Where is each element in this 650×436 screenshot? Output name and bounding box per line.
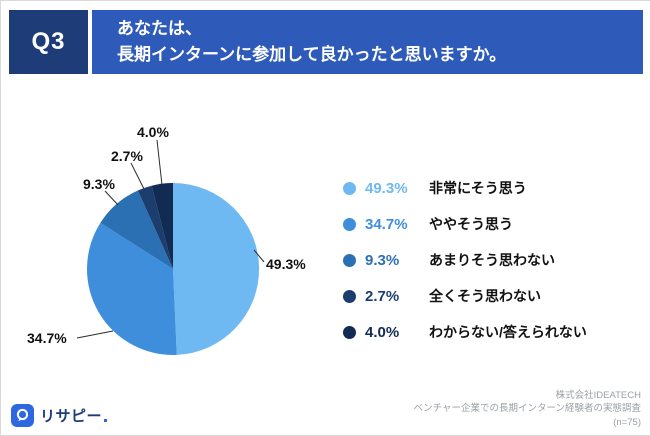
legend-item: 34.7% ややそう思う xyxy=(343,206,587,242)
slice-label-1: 49.3% xyxy=(266,256,306,272)
footer-company: 株式会社IDEATECH xyxy=(555,389,641,401)
brand-logo: リサピー xyxy=(11,404,108,427)
leader-line xyxy=(253,249,265,263)
logo-speech-bubble-icon xyxy=(11,404,34,427)
leader-line xyxy=(76,330,114,339)
leader-line xyxy=(104,190,119,206)
legend-dot-icon xyxy=(343,253,356,267)
legend-dot-icon xyxy=(343,217,356,231)
legend-label: ややそう思う xyxy=(429,216,513,232)
pie-slice xyxy=(100,190,173,269)
legend: 49.3% 非常にそう思う 34.7% ややそう思う 9.3% あまりそう思わな… xyxy=(343,170,587,350)
footer-sample-size: (n=75) xyxy=(613,416,641,428)
legend-dot-icon xyxy=(343,325,356,339)
footer-survey: ベンチャー企業での長期インターン経験者の実態調査 xyxy=(413,403,641,414)
legend-item: 2.7% 全くそう思わない xyxy=(343,278,587,314)
speech-bubble-glyph xyxy=(16,408,29,422)
pie-slice xyxy=(87,222,177,356)
legend-label: 全くそう思わない xyxy=(429,288,541,304)
legend-percentage: 4.0% xyxy=(365,323,400,341)
legend-item: 49.3% 非常にそう思う xyxy=(343,170,587,206)
pie-slice xyxy=(151,183,173,269)
slice-label-5: 4.0% xyxy=(137,124,169,140)
slice-label-3: 9.3% xyxy=(83,176,115,192)
logo-text: リサピー xyxy=(40,408,103,425)
leader-line xyxy=(156,139,163,186)
legend-label: わからない/答えられない xyxy=(429,324,587,340)
leader-line xyxy=(130,162,145,190)
pie-slices xyxy=(87,182,260,356)
question-header: あなたは、 長期インターンに参加して良かったと思いますか。 xyxy=(92,10,643,74)
footer-attribution: 株式会社IDEATECH ベンチャー企業での長期インターン経験者の実態調査 (n… xyxy=(414,389,641,430)
legend-percentage: 9.3% xyxy=(365,251,400,269)
leader-lines xyxy=(76,139,265,339)
legend-item: 4.0% わからない/答えられない xyxy=(343,314,587,350)
pie-slice xyxy=(173,182,260,355)
legend-percentage: 34.7% xyxy=(365,215,408,233)
slice-label-4: 2.7% xyxy=(111,148,143,164)
slice-label-2: 34.7% xyxy=(27,330,67,346)
question-title-line1: あなたは、 xyxy=(117,19,202,38)
question-number-box: Q3 xyxy=(9,10,88,74)
legend-percentage: 2.7% xyxy=(365,287,400,305)
logo-period-dot xyxy=(104,419,108,422)
legend-label: 非常にそう思う xyxy=(429,180,527,196)
legend-percentage: 49.3% xyxy=(365,179,408,197)
legend-dot-icon xyxy=(343,289,356,303)
legend-dot-icon xyxy=(343,181,356,195)
pie-slice xyxy=(137,185,173,269)
question-title-line2: 長期インターンに参加して良かったと思いますか。 xyxy=(117,45,507,64)
legend-label: あまりそう思わない xyxy=(429,252,555,268)
legend-item: 9.3% あまりそう思わない xyxy=(343,242,587,278)
